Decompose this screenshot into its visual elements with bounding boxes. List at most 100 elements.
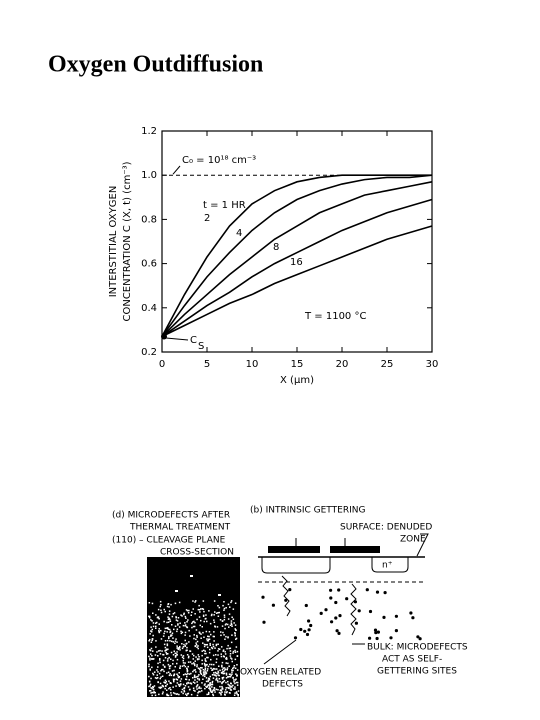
speckle (229, 624, 232, 626)
speckle (196, 678, 199, 680)
speckle (223, 607, 226, 610)
speckle (151, 602, 154, 605)
curve-label: 4 (236, 228, 242, 239)
speckle (166, 689, 168, 691)
speckle (165, 648, 168, 650)
speckle (150, 692, 152, 694)
speckle (194, 690, 196, 692)
speckle (152, 673, 155, 676)
speckle (231, 625, 233, 627)
speckle (175, 616, 177, 618)
microdefect (330, 620, 334, 624)
speckle (224, 668, 227, 670)
speckle (208, 679, 211, 681)
speckle (149, 690, 151, 692)
speckle (194, 645, 197, 647)
speckle (159, 677, 161, 680)
speckle (170, 692, 172, 694)
speckle (187, 619, 189, 621)
speckle (221, 625, 224, 627)
speckle (195, 656, 197, 658)
speckle (204, 673, 206, 676)
speckle (176, 679, 179, 681)
speckle (195, 638, 197, 641)
speckle (199, 611, 201, 613)
speckle (202, 674, 204, 677)
x-tick-label: 15 (291, 359, 304, 370)
speckle (149, 649, 152, 652)
speckle (148, 602, 151, 604)
speckle (221, 681, 223, 684)
speckle (200, 673, 203, 675)
speckle (231, 660, 233, 663)
speckle (190, 575, 193, 577)
speckle (165, 680, 167, 683)
speckle (162, 659, 165, 662)
speckle (197, 645, 199, 647)
speckle (227, 662, 229, 665)
speckle (190, 683, 193, 685)
caption: THERMAL TREATMENT (129, 523, 231, 533)
speckle (196, 636, 198, 638)
speckle (217, 672, 220, 674)
speckle (166, 672, 168, 674)
speckle (150, 626, 152, 628)
microdefect (329, 596, 333, 600)
speckle (176, 647, 178, 649)
speckle (205, 685, 207, 688)
microdefect (382, 615, 386, 620)
speckle (198, 667, 200, 670)
speckle (170, 688, 172, 691)
speckle (176, 693, 179, 695)
speckle (222, 650, 224, 652)
speckle (168, 656, 170, 659)
speckle (196, 634, 198, 637)
speckle (180, 630, 182, 633)
speckle (186, 621, 188, 623)
speckle (221, 661, 224, 664)
speckle (219, 669, 221, 672)
speckle (157, 608, 160, 611)
speckle (192, 625, 195, 628)
speckle (180, 654, 183, 656)
speckle (207, 656, 209, 659)
speckle (214, 671, 217, 674)
speckle (201, 690, 203, 692)
speckle (184, 639, 186, 642)
speckle (192, 600, 194, 602)
speckle (207, 635, 209, 638)
speckle (236, 664, 238, 666)
speckle (192, 677, 194, 679)
speckle (216, 677, 218, 680)
speckle (187, 673, 189, 675)
speckle (228, 626, 230, 628)
speckle (186, 609, 189, 612)
speckle (182, 674, 185, 676)
speckle (210, 646, 213, 649)
speckle (206, 663, 208, 666)
speckle (216, 679, 219, 682)
speckle (170, 651, 173, 654)
microdefect (416, 635, 420, 639)
speckle (222, 676, 225, 679)
speckle (221, 688, 223, 690)
speckle (198, 674, 200, 676)
speckle (183, 687, 186, 690)
speckle (149, 690, 152, 692)
speckle (172, 654, 175, 656)
speckle (193, 674, 196, 677)
speckle (150, 677, 152, 680)
speckle (189, 635, 191, 637)
speckle (166, 605, 169, 608)
speckle (217, 681, 219, 683)
speckle (169, 687, 171, 689)
speckle (234, 624, 237, 626)
speckle (208, 677, 211, 680)
speckle (214, 691, 216, 693)
speckle (225, 674, 228, 676)
speckle (150, 647, 153, 650)
microdefect (334, 616, 338, 620)
microdefect (409, 611, 413, 615)
x-tick-label: 10 (246, 359, 259, 370)
speckle (196, 640, 199, 643)
